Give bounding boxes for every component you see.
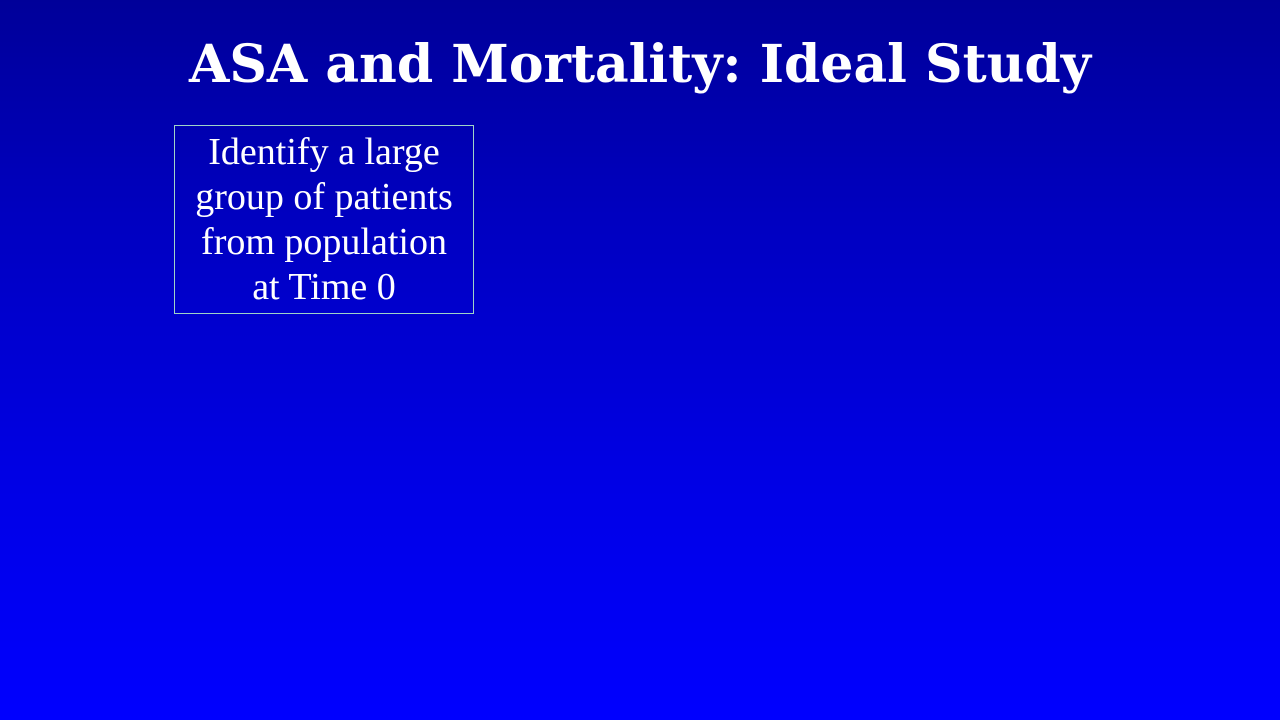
step-box-identify-patients: Identify a large group of patients from … (174, 125, 474, 314)
slide-title: ASA and Mortality: Ideal Study (189, 34, 1091, 95)
step-text: Identify a large group of patients from … (195, 130, 453, 308)
